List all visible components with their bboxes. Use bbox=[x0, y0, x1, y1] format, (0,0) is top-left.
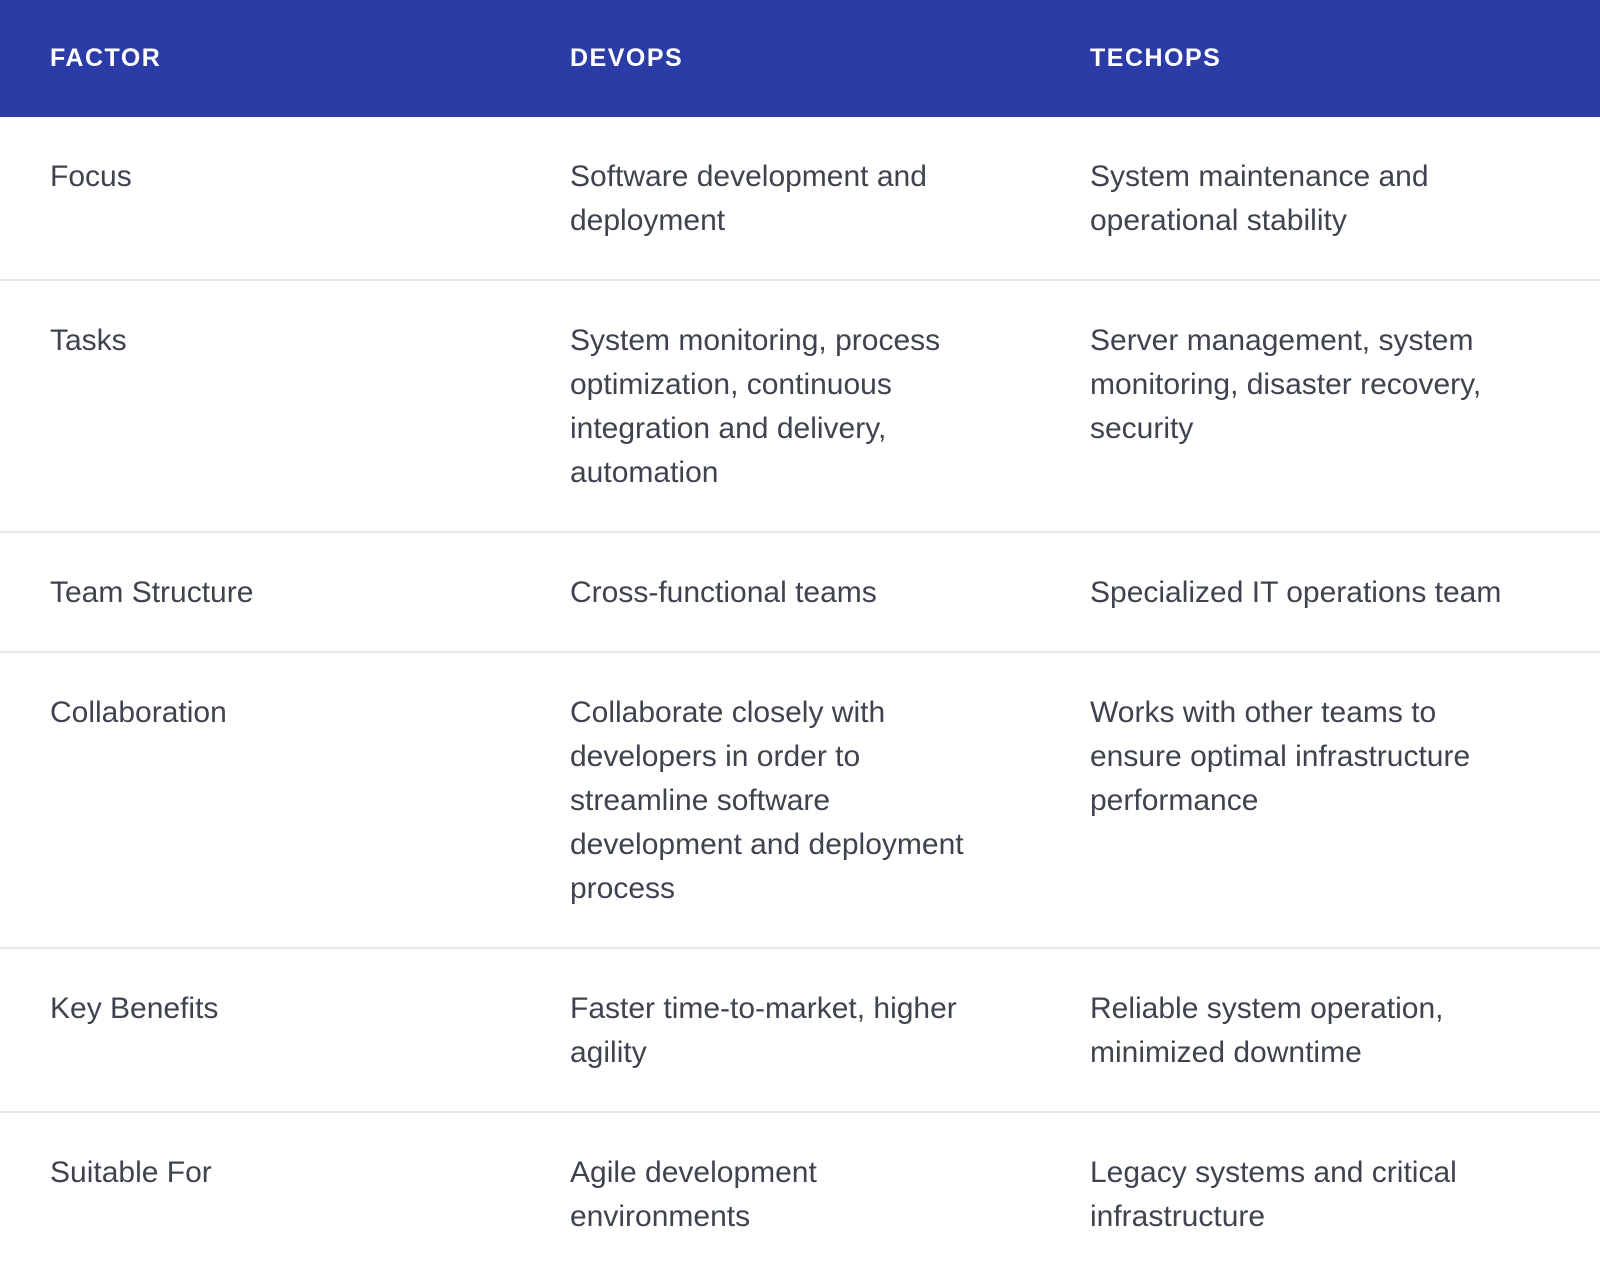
table-header-row: FACTOR DEVOPS TECHOPS bbox=[0, 0, 1600, 117]
techops-value: Works with other teams to ensure optimal… bbox=[1090, 696, 1471, 817]
table-row-tasks: Tasks System monitoring, process optimiz… bbox=[0, 281, 1600, 533]
devops-value: Software development and deployment bbox=[570, 160, 927, 237]
factor-label: Collaboration bbox=[50, 696, 227, 729]
techops-value: Legacy systems and critical infrastructu… bbox=[1090, 1156, 1457, 1233]
techops-value: System maintenance and operational stabi… bbox=[1090, 160, 1429, 237]
factor-label: Team Structure bbox=[50, 576, 254, 609]
devops-value: System monitoring, process optimization,… bbox=[570, 324, 941, 489]
header-cell-factor: FACTOR bbox=[50, 44, 162, 72]
techops-value: Server management, system monitoring, di… bbox=[1090, 324, 1482, 445]
table-row-focus: Focus Software development and deploymen… bbox=[0, 117, 1600, 281]
factor-label: Tasks bbox=[50, 324, 127, 357]
table-row-collaboration: Collaboration Collaborate closely with d… bbox=[0, 653, 1600, 949]
devops-value: Agile development environments bbox=[570, 1156, 817, 1233]
techops-value: Reliable system operation, minimized dow… bbox=[1090, 992, 1444, 1069]
factor-label: Suitable For bbox=[50, 1156, 212, 1189]
devops-value: Cross-functional teams bbox=[570, 576, 877, 609]
table-row-suitable-for: Suitable For Agile development environme… bbox=[0, 1113, 1600, 1275]
devops-value: Faster time-to-market, higher agility bbox=[570, 992, 957, 1069]
factor-label: Focus bbox=[50, 160, 132, 193]
header-cell-devops: DEVOPS bbox=[570, 44, 684, 72]
table-row-team-structure: Team Structure Cross-functional teams Sp… bbox=[0, 533, 1600, 653]
header-cell-techops: TECHOPS bbox=[1090, 44, 1222, 72]
table-row-key-benefits: Key Benefits Faster time-to-market, high… bbox=[0, 949, 1600, 1113]
devops-value: Collaborate closely with developers in o… bbox=[570, 696, 964, 905]
factor-label: Key Benefits bbox=[50, 992, 219, 1025]
techops-value: Specialized IT operations team bbox=[1090, 576, 1502, 609]
